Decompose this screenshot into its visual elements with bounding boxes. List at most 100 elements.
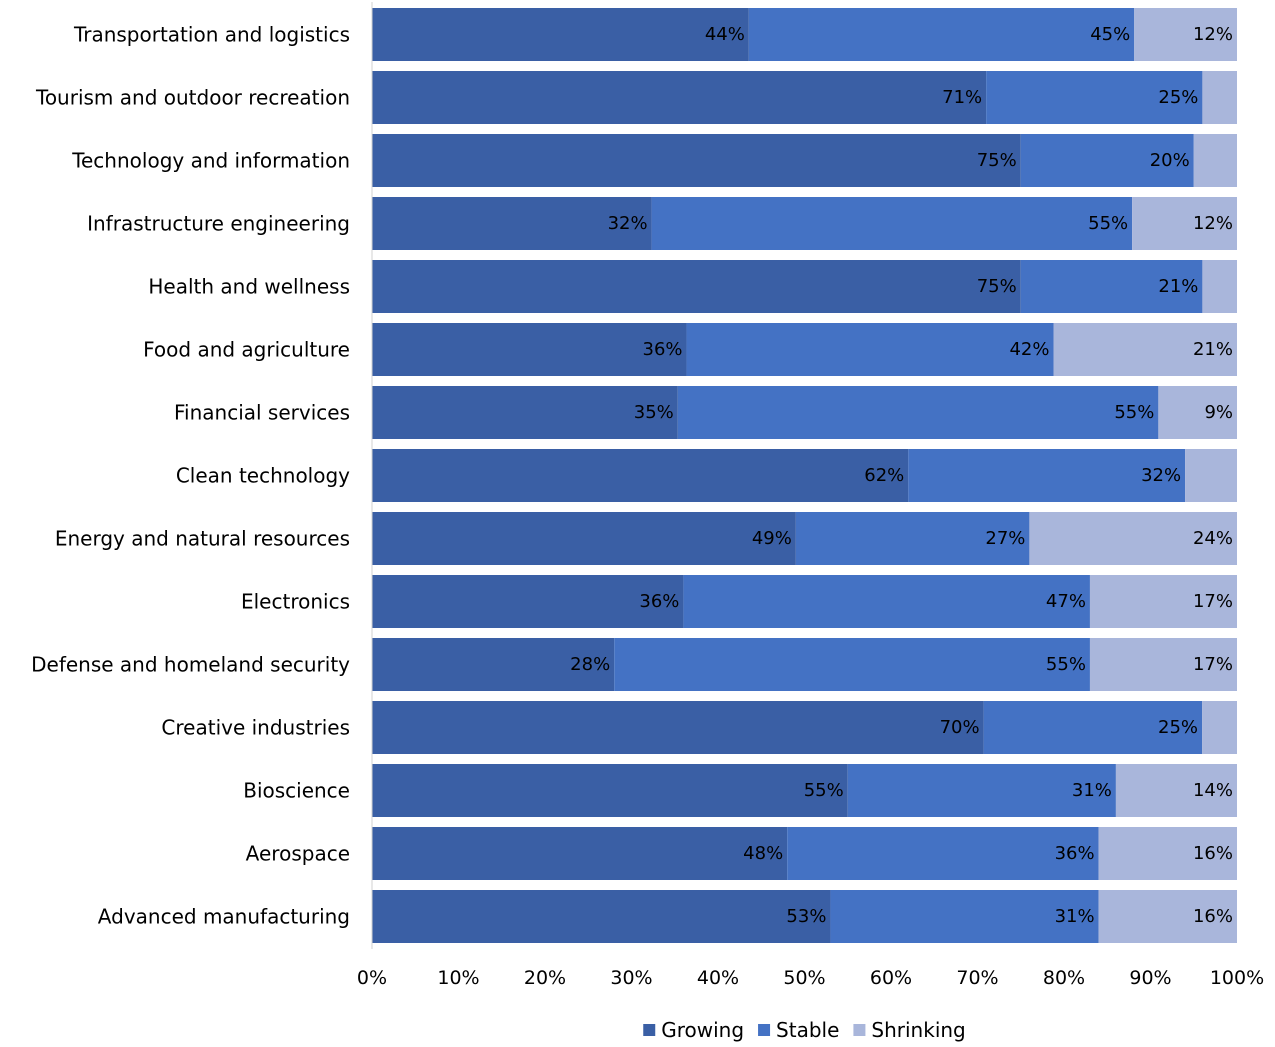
bar-segment-stable xyxy=(683,575,1090,628)
legend-item-shrinking: Shrinking xyxy=(853,1018,966,1042)
bar-segment-growing xyxy=(372,890,831,943)
bars-group xyxy=(372,8,1237,943)
category-label: Health and wellness xyxy=(148,275,350,299)
data-label: 55% xyxy=(1046,654,1086,675)
bar-segment-stable xyxy=(795,512,1030,565)
data-label: 31% xyxy=(1055,906,1095,927)
bar-segment-shrinking xyxy=(1193,134,1237,187)
bar-segment-stable xyxy=(677,386,1159,439)
data-label: 17% xyxy=(1193,591,1233,612)
bar-segment-growing xyxy=(372,575,684,628)
bar-segment-shrinking xyxy=(1089,638,1237,691)
bar-segment-shrinking xyxy=(1089,575,1237,628)
data-label: 71% xyxy=(942,87,982,108)
bar-segment-shrinking xyxy=(1053,323,1237,376)
category-label: Financial services xyxy=(174,401,350,425)
x-tick-label: 10% xyxy=(437,967,479,989)
bar-segment-growing xyxy=(372,701,984,754)
data-label: 55% xyxy=(1088,213,1128,234)
data-label: 36% xyxy=(1055,843,1095,864)
data-label: 32% xyxy=(608,213,648,234)
data-label: 31% xyxy=(1072,780,1112,801)
bar-segment-stable xyxy=(614,638,1090,691)
x-tick-label: 40% xyxy=(697,967,739,989)
bar-segment-shrinking xyxy=(1098,890,1237,943)
bar-segment-shrinking xyxy=(1098,827,1237,880)
data-label: 36% xyxy=(643,339,683,360)
legend-label: Shrinking xyxy=(871,1018,965,1042)
data-label: 28% xyxy=(570,654,610,675)
bar-segment-shrinking xyxy=(1202,71,1237,124)
bar-segment-stable xyxy=(830,890,1099,943)
data-label: 47% xyxy=(1046,591,1086,612)
bar-segment-stable xyxy=(1020,134,1194,187)
category-label: Food and agriculture xyxy=(143,338,350,362)
category-label: Technology and information xyxy=(71,149,350,173)
data-label: 9% xyxy=(1204,402,1233,423)
bar-segment-shrinking xyxy=(1185,449,1237,502)
bar-segment-shrinking xyxy=(1202,260,1237,313)
data-label: 27% xyxy=(985,528,1025,549)
data-label: 25% xyxy=(1158,87,1198,108)
bar-segment-growing xyxy=(372,260,1021,313)
bar-segment-stable xyxy=(983,701,1203,754)
legend-swatch xyxy=(853,1024,866,1036)
category-label: Tourism and outdoor recreation xyxy=(35,86,350,110)
x-tick-label: 60% xyxy=(870,967,912,989)
data-label: 36% xyxy=(639,591,679,612)
bar-segment-stable xyxy=(1020,260,1203,313)
x-tick-label: 70% xyxy=(956,967,998,989)
data-label: 45% xyxy=(1090,24,1130,45)
data-label: 75% xyxy=(977,276,1017,297)
data-label: 21% xyxy=(1193,339,1233,360)
category-label: Aerospace xyxy=(246,842,350,866)
bar-segment-stable xyxy=(787,827,1099,880)
legend: Growing Stable Shrinking xyxy=(643,1018,966,1042)
data-label: 75% xyxy=(977,150,1017,171)
category-label: Advanced manufacturing xyxy=(98,905,350,929)
legend-item-growing: Growing xyxy=(643,1018,744,1042)
bar-segment-growing xyxy=(372,512,796,565)
legend-item-stable: Stable xyxy=(758,1018,839,1042)
data-label: 35% xyxy=(634,402,674,423)
category-label: Infrastructure engineering xyxy=(87,212,350,236)
data-label: 16% xyxy=(1193,843,1233,864)
category-label: Bioscience xyxy=(243,779,350,803)
bar-segment-growing xyxy=(372,827,788,880)
bar-segment-stable xyxy=(686,323,1054,376)
bar-segment-shrinking xyxy=(1029,512,1237,565)
legend-label: Growing xyxy=(661,1018,744,1042)
bar-segment-shrinking xyxy=(1158,386,1237,439)
data-label: 24% xyxy=(1193,528,1233,549)
bar-segment-stable xyxy=(651,197,1133,250)
data-label: 20% xyxy=(1150,150,1190,171)
data-label: 44% xyxy=(705,24,745,45)
data-label: 53% xyxy=(786,906,826,927)
legend-swatch xyxy=(643,1024,656,1036)
bar-segment-stable xyxy=(986,71,1203,124)
x-tick-label: 20% xyxy=(524,967,566,989)
bar-segment-growing xyxy=(372,323,687,376)
bar-segment-growing xyxy=(372,8,749,61)
data-label: 25% xyxy=(1158,717,1198,738)
category-labels-group: Transportation and logistics Tourism and … xyxy=(31,23,350,929)
category-label: Electronics xyxy=(241,590,350,614)
x-tick-label: 30% xyxy=(610,967,652,989)
data-label: 62% xyxy=(864,465,904,486)
bar-segment-stable xyxy=(847,764,1116,817)
bar-segment-stable xyxy=(908,449,1186,502)
data-label: 55% xyxy=(804,780,844,801)
category-label: Defense and homeland security xyxy=(31,653,350,677)
bar-segment-shrinking xyxy=(1132,197,1237,250)
x-tick-label: 90% xyxy=(1129,967,1171,989)
data-label: 12% xyxy=(1193,24,1233,45)
category-label: Creative industries xyxy=(161,716,350,740)
category-label: Energy and natural resources xyxy=(55,527,350,551)
bar-segment-shrinking xyxy=(1115,764,1237,817)
x-tick-label: 50% xyxy=(783,967,825,989)
bar-segment-shrinking xyxy=(1134,8,1237,61)
data-label: 49% xyxy=(752,528,792,549)
bar-segment-shrinking xyxy=(1202,701,1237,754)
